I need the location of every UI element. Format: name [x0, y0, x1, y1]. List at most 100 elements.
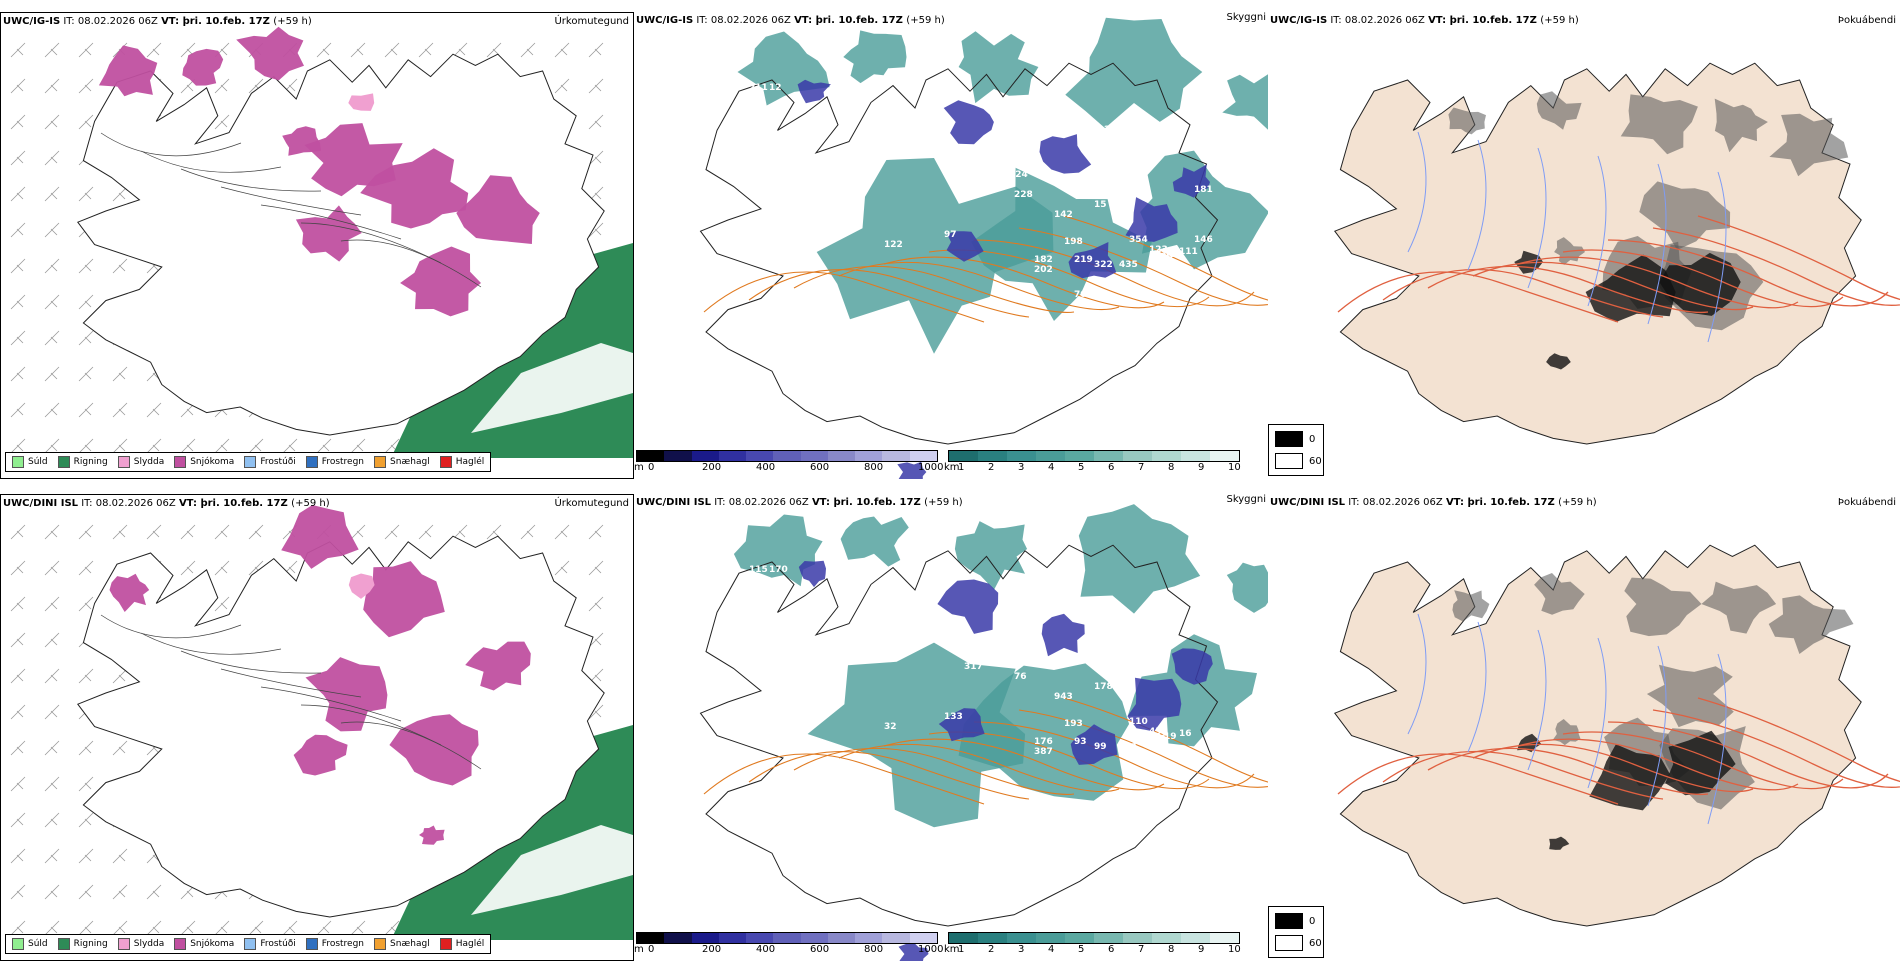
colorbar-step — [800, 451, 828, 461]
wind-barb — [78, 740, 94, 756]
colorbar-tick: 9 — [1198, 462, 1205, 473]
wind-barb — [44, 884, 60, 900]
fog-legend: 0 60 — [1268, 424, 1324, 476]
wind-barb — [10, 812, 26, 828]
road-line — [100, 614, 242, 639]
legend-label: Frostregn — [321, 457, 365, 467]
vt-label: VT: — [161, 16, 183, 27]
fog-area — [1534, 573, 1585, 615]
low-cloud-area — [954, 521, 1028, 590]
colorbar-step — [1036, 451, 1065, 461]
snow-area — [419, 825, 445, 845]
vt-label: VT: — [794, 15, 816, 26]
wind-barb — [78, 812, 94, 828]
legend-label: Haglél — [455, 457, 485, 467]
snow-area — [465, 641, 531, 691]
vt-value: þri. 10.feb. 17Z — [833, 497, 925, 508]
visibility-panel: 115 170 86 70 87 379 202 317 363 104 76 133 32 748 97 6… — [634, 494, 1268, 961]
wind-barb — [10, 114, 26, 130]
wind-barb — [44, 848, 60, 864]
panel-title: UWC/DINI ISL IT: 08.02.2026 06Z VT: þri.… — [3, 498, 330, 509]
colorbar-step — [1152, 451, 1181, 461]
visibility-value: 93 — [1074, 737, 1087, 747]
legend-label: Slydda — [133, 939, 165, 949]
visibility-value: 748 — [1104, 607, 1123, 617]
road-line — [100, 132, 242, 157]
legend-item: Rigning — [57, 938, 108, 950]
colorbar-tick: 7 — [1138, 462, 1145, 473]
colorbar-step — [664, 933, 692, 943]
road-line — [1382, 268, 1664, 318]
panel-title: UWC/DINI ISL IT: 08.02.2026 06Z VT: þri.… — [636, 497, 963, 508]
low-visibility-area — [798, 560, 826, 588]
low-cloud-area — [840, 516, 909, 567]
colorbar-step — [1065, 451, 1094, 461]
low-visibility-area — [1039, 134, 1092, 174]
wind-barb — [214, 114, 230, 130]
wind-barb — [44, 920, 60, 936]
road-line — [220, 668, 362, 698]
visibility-value: 361 — [1109, 155, 1128, 165]
colorbar-step — [718, 451, 747, 461]
fog-area — [1714, 98, 1768, 153]
low-cloud-area — [1127, 634, 1257, 747]
variable-title: Úrkomutegund — [554, 16, 629, 27]
visibility-value: 154 — [1164, 250, 1183, 260]
road-line — [300, 222, 442, 264]
river-line — [1407, 613, 1427, 735]
it-value: 08.02.2026 06Z — [710, 15, 795, 26]
wind-barb — [112, 366, 128, 382]
wind-barb — [452, 524, 468, 540]
lead-time: (+59 h) — [273, 16, 312, 27]
wind-barb — [282, 920, 298, 936]
road-line — [1652, 709, 1900, 788]
low-visibility-area — [1125, 197, 1178, 242]
snow-area — [282, 126, 321, 156]
wind-barb — [78, 848, 94, 864]
wind-barb — [10, 884, 26, 900]
wind-barb — [10, 258, 26, 274]
wind-barb — [10, 920, 26, 936]
visibility-value: 111 — [1179, 247, 1198, 257]
colorbar-step — [800, 933, 828, 943]
visibility-value: 182 — [1034, 255, 1053, 265]
colorbar-step — [1094, 933, 1123, 943]
legend-label: Snjókoma — [190, 457, 235, 467]
visibility-value: 72 — [984, 163, 997, 173]
visibility-value: 142 — [1054, 210, 1073, 220]
colorbar-step — [882, 451, 910, 461]
colorbar-tick: 6 — [1108, 462, 1115, 473]
variable-title: Skyggni — [1226, 494, 1266, 505]
colorbar-step — [1065, 933, 1094, 943]
legend-item: Haglél — [439, 938, 484, 950]
low-visibility-area — [897, 461, 927, 479]
visibility-value: 110 — [1129, 717, 1148, 727]
legend-swatch — [244, 938, 257, 950]
wind-barb — [146, 402, 162, 418]
wind-barb — [588, 704, 604, 720]
wind-barb — [78, 402, 94, 418]
legend-label: Súld — [28, 939, 48, 949]
it-label: IT: — [81, 498, 96, 509]
colorbar-step — [827, 933, 856, 943]
low-visibility-area — [797, 79, 831, 104]
colorbar-step — [773, 933, 801, 943]
gap-area — [471, 343, 633, 433]
legend-swatch — [57, 456, 70, 468]
visibility-value: 450 — [1149, 727, 1168, 737]
snow-area — [363, 561, 445, 638]
snow-area — [389, 714, 479, 786]
wind-barb — [588, 150, 604, 166]
wind-barb — [316, 42, 332, 58]
legend-swatch — [117, 938, 130, 950]
visibility-value: 305 — [1074, 325, 1093, 335]
road-line — [1063, 215, 1268, 301]
colorbar-step — [746, 451, 774, 461]
wind-barb — [10, 560, 26, 576]
dense-fog-area — [1659, 252, 1741, 316]
legend-label: Snjókoma — [190, 939, 235, 949]
low-cloud-area — [971, 167, 1152, 321]
low-cloud-area — [1078, 504, 1201, 614]
river-line — [1707, 171, 1727, 343]
